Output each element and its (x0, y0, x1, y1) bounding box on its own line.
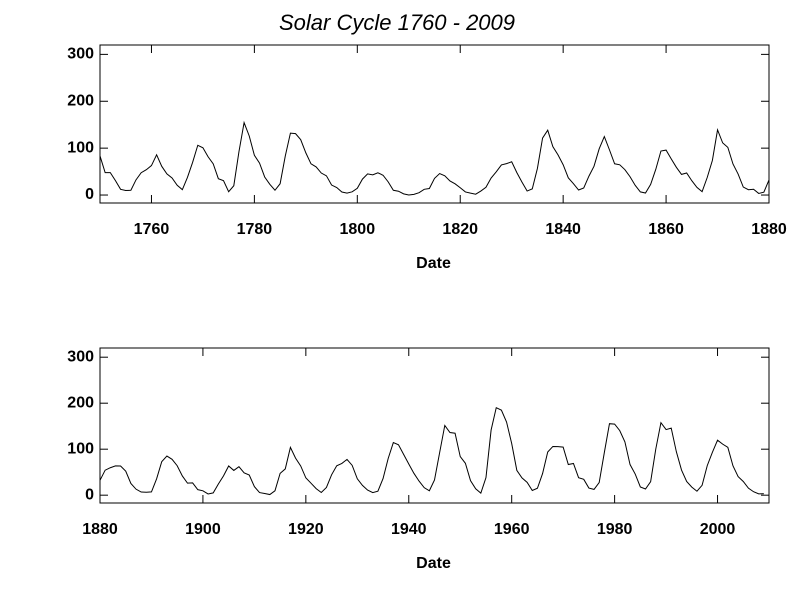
x-tick-label: 2000 (700, 521, 736, 538)
plot-frame (99, 347, 770, 504)
x-tick-label: 1900 (185, 521, 221, 538)
x-tick-label: 1880 (82, 521, 118, 538)
x-tick-label: 1980 (597, 521, 633, 538)
x-tick-label: 1760 (134, 221, 170, 238)
x-tick-label: 1960 (494, 521, 530, 538)
chart-title: Solar Cycle 1760 - 2009 (279, 10, 515, 35)
x-tick-label: 1840 (545, 221, 581, 238)
plot-frame (99, 44, 770, 204)
x-tick-label: 1920 (288, 521, 324, 538)
y-tick-label: 300 (67, 348, 94, 365)
y-tick-label: 0 (85, 486, 94, 503)
y-tick-label: 200 (67, 394, 94, 411)
x-tick-label: 1940 (391, 521, 427, 538)
x-tick-label: 1880 (751, 221, 787, 238)
y-tick-label: 0 (85, 186, 94, 203)
data-line (99, 406, 764, 496)
x-tick-label: 1820 (442, 221, 478, 238)
x-tick-label: 1860 (648, 221, 684, 238)
x-tick-label: 1800 (340, 221, 376, 238)
x-tick-label: 1780 (237, 221, 273, 238)
y-tick-label: 100 (67, 440, 94, 457)
x-axis-label: Date (416, 555, 451, 572)
y-tick-label: 300 (67, 46, 94, 63)
x-axis-label: Date (416, 255, 451, 272)
data-line (99, 120, 770, 196)
y-tick-label: 200 (67, 92, 94, 109)
y-tick-label: 100 (67, 139, 94, 156)
